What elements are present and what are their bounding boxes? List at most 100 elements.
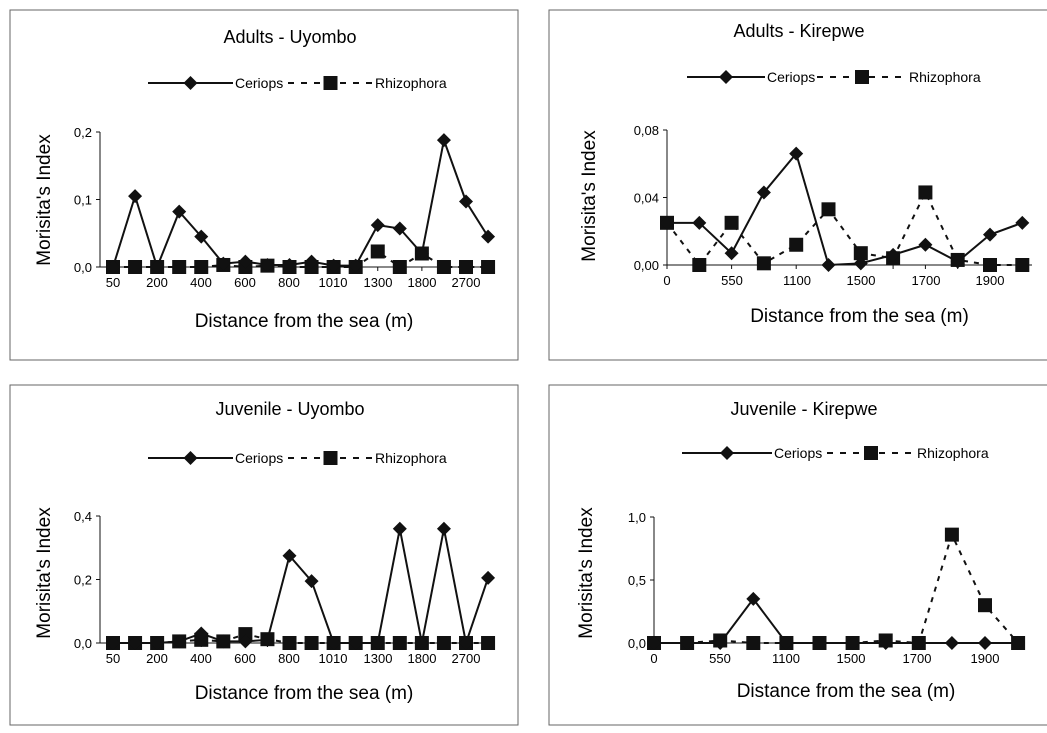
x-axis-label: Distance from the sea (m) [195, 683, 414, 704]
x-tick-label: 1500 [847, 273, 876, 288]
chart-adults-uyombo: Adults - Uyombo Ceriops Rhizophora 0,0 0,1 0,… [9, 9, 519, 361]
data-point-ceriops [392, 221, 407, 236]
data-point-ceriops [414, 636, 429, 650]
data-point-rhizophora [918, 185, 933, 200]
data-point-ceriops [128, 636, 143, 650]
x-tick-label: 0 [663, 273, 670, 288]
y-axis-label: Morisita's Index [576, 507, 597, 639]
data-point-ceriops [1011, 636, 1026, 650]
x-tick-label: 1100 [772, 651, 800, 666]
data-point-ceriops [724, 246, 739, 261]
data-point-rhizophora [724, 215, 739, 230]
data-point-ceriops [911, 636, 926, 650]
data-point-ceriops [459, 194, 473, 209]
data-point-ceriops [304, 574, 319, 589]
chart-title: Adults - Uyombo [223, 27, 356, 47]
y-tick-label: 0,2 [74, 125, 92, 140]
data-point-ceriops [414, 246, 429, 261]
data-point-ceriops [821, 258, 836, 272]
data-point-rhizophora [436, 636, 451, 650]
data-point-ceriops [853, 256, 868, 271]
x-tick-label: 550 [709, 651, 731, 666]
data-point-rhizophora [436, 260, 451, 274]
legend-marker-ceriops [183, 451, 198, 465]
legend-label-ceriops: Ceriops [774, 445, 822, 461]
x-axis-label: Distance from the sea (m) [737, 681, 956, 702]
data-point-ceriops [950, 254, 965, 269]
series-line-rhizophora [654, 531, 1019, 645]
x-tick-label: 1100 [783, 273, 811, 288]
data-point-ceriops [282, 548, 297, 563]
data-point-ceriops [392, 521, 407, 536]
x-tick-label: 1800 [408, 275, 437, 290]
x-tick-label: 800 [278, 275, 300, 290]
legend-marker-rhizophora [855, 70, 869, 84]
chart-adults-kirepwe: Adults - Kirepwe Ceriops Rhizophora 0,00 0,0… [548, 9, 1047, 361]
data-point-ceriops [194, 626, 209, 641]
data-point-ceriops [238, 634, 253, 649]
panel-border [548, 9, 1047, 361]
data-point-ceriops [660, 215, 674, 230]
x-tick-label: 1010 [319, 275, 348, 290]
x-tick-label: 0 [650, 651, 657, 666]
y-tick-label: 0,0 [74, 636, 92, 651]
data-point-ceriops [1015, 215, 1030, 230]
y-tick-label: 0,4 [74, 509, 92, 524]
series-line-rhizophora [113, 633, 489, 644]
x-tick-label: 1900 [976, 273, 1005, 288]
x-tick-label: 800 [278, 651, 300, 666]
data-point-ceriops [348, 258, 363, 273]
data-point-ceriops [370, 636, 385, 650]
data-point-rhizophora [692, 258, 707, 272]
data-point-ceriops [983, 227, 997, 242]
data-point-ceriops [436, 521, 451, 536]
data-point-rhizophora [789, 237, 804, 252]
data-point-rhizophora [128, 260, 143, 274]
data-point-ceriops [150, 260, 165, 274]
series-line-ceriops [667, 151, 1023, 267]
data-point-rhizophora [392, 636, 407, 650]
data-point-ceriops [128, 189, 143, 204]
legend-marker-rhizophora [323, 451, 338, 465]
data-point-rhizophora [238, 627, 253, 642]
series-line-ceriops [654, 597, 1019, 644]
data-point-ceriops [812, 636, 827, 650]
legend-label-ceriops: Ceriops [235, 450, 283, 466]
x-axis-label: Distance from the sea (m) [750, 306, 969, 327]
data-point-ceriops [779, 636, 794, 650]
data-point-rhizophora [853, 246, 868, 261]
data-point-ceriops [886, 247, 901, 262]
data-point-ceriops [172, 204, 187, 219]
data-point-ceriops [789, 146, 804, 161]
series-line-rhizophora [666, 190, 1023, 267]
chart-title: Juvenile - Kirepwe [730, 399, 877, 419]
x-tick-label: 2700 [452, 651, 481, 666]
x-axis-label: Distance from the sea (m) [195, 311, 414, 332]
panel-border [9, 9, 519, 361]
series-line-ceriops [112, 136, 489, 270]
data-point-ceriops [260, 632, 275, 647]
x-tick-label: 50 [106, 651, 120, 666]
data-point-ceriops [216, 634, 231, 649]
x-tick-label: 400 [190, 651, 212, 666]
legend-label-ceriops: Ceriops [767, 69, 815, 85]
data-point-ceriops [348, 636, 363, 650]
data-point-ceriops [194, 229, 209, 244]
chart-title: Juvenile - Uyombo [215, 399, 364, 419]
y-tick-label: 0,1 [74, 193, 92, 208]
y-tick-label: 0,04 [634, 191, 659, 206]
data-point-ceriops [481, 570, 496, 585]
data-point-rhizophora [459, 260, 473, 274]
y-tick-label: 0,0 [74, 260, 92, 275]
data-point-ceriops [944, 636, 959, 650]
y-tick-label: 0,5 [628, 573, 646, 588]
y-tick-label: 0,08 [634, 123, 659, 138]
data-point-rhizophora [821, 202, 836, 217]
legend-marker-ceriops [720, 446, 734, 460]
data-point-ceriops [106, 636, 120, 650]
data-point-rhizophora [392, 260, 407, 274]
data-point-ceriops [172, 634, 187, 649]
data-point-ceriops [304, 254, 319, 269]
data-point-ceriops [756, 185, 771, 200]
data-point-ceriops [713, 636, 728, 650]
